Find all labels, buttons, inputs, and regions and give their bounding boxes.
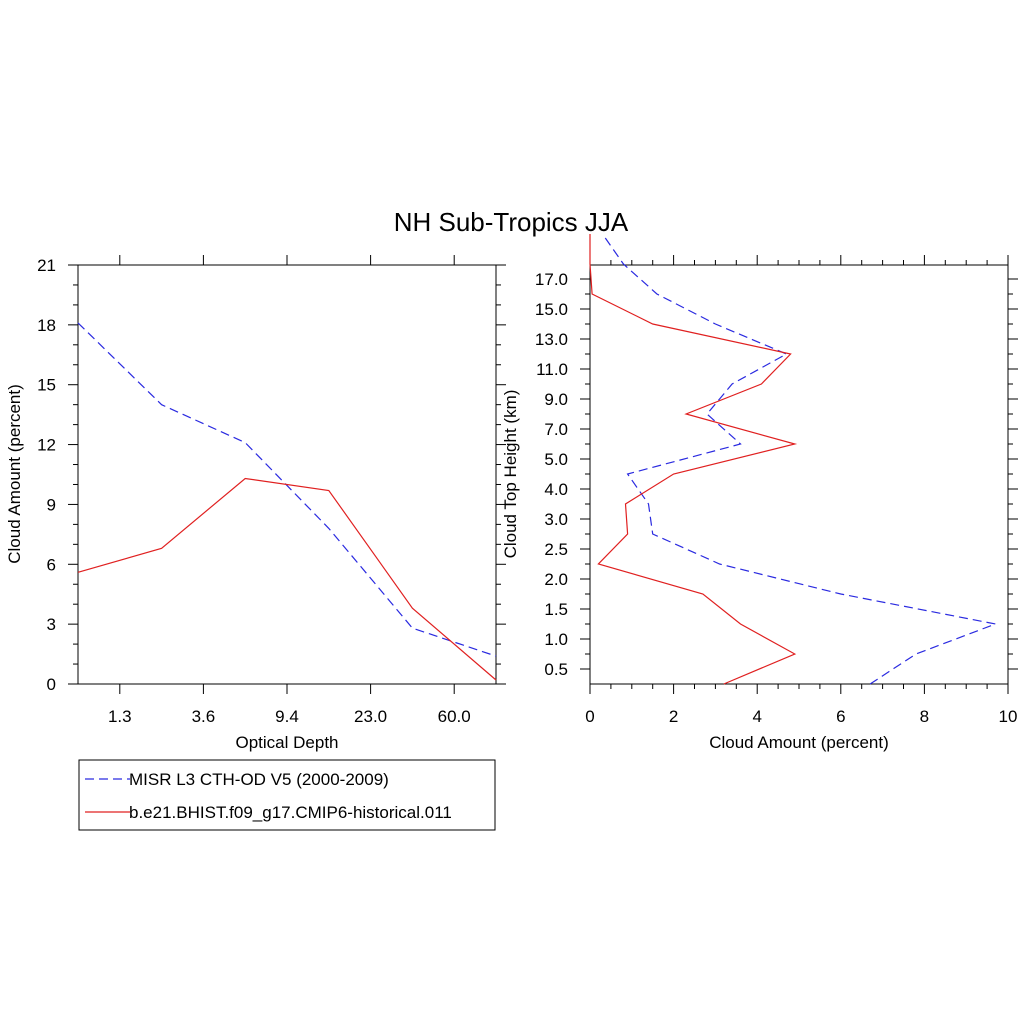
right-ylabel: Cloud Top Height (km) <box>501 390 520 559</box>
right-ytick-label: 2.0 <box>544 570 568 589</box>
chart-title: NH Sub-Tropics JJA <box>394 207 629 237</box>
right-xtick-label: 6 <box>836 707 845 726</box>
right-ytick-label: 17.0 <box>535 270 568 289</box>
right-xtick-label: 2 <box>669 707 678 726</box>
right-ytick-label: 13.0 <box>535 330 568 349</box>
left-ticks: 0 3 6 9 12 15 18 21 1.3 3.6 9.4 23.0 60.0 <box>37 255 506 726</box>
right-ytick-label: 2.5 <box>544 540 568 559</box>
legend-obs-label: MISR L3 CTH-OD V5 (2000-2009) <box>129 770 389 789</box>
right-plot-frame <box>589 264 1009 685</box>
right-xtick-label: 10 <box>999 707 1018 726</box>
left-ytick-label: 6 <box>47 555 56 574</box>
left-ytick-label: 21 <box>37 256 56 275</box>
right-xlabel: Cloud Amount (percent) <box>709 733 889 752</box>
right-ytick-label: 11.0 <box>536 360 568 379</box>
left-xtick-label: 3.6 <box>192 707 216 726</box>
right-xtick-label: 8 <box>920 707 929 726</box>
left-ytick-label: 3 <box>47 615 56 634</box>
left-ytick-label: 9 <box>47 495 56 514</box>
left-xtick-label: 1.3 <box>108 707 132 726</box>
right-series-model-line <box>589 234 798 685</box>
left-ytick-label: 12 <box>37 436 56 455</box>
legend: MISR L3 CTH-OD V5 (2000-2009) b.e21.BHIS… <box>78 759 496 831</box>
left-xtick-label: 9.4 <box>275 707 299 726</box>
left-series <box>77 322 497 681</box>
left-xtick-label: 23.0 <box>354 707 387 726</box>
right-xtick-label: 4 <box>752 707 761 726</box>
left-panel: 0 3 6 9 12 15 18 21 1.3 3.6 9.4 23.0 60.0 Optical De… <box>5 255 506 752</box>
right-ytick-label: 1.5 <box>544 600 568 619</box>
left-ytick-label: 18 <box>37 316 56 335</box>
left-xtick-label: 60.0 <box>438 707 471 726</box>
right-ticks: 0 2 4 6 8 10 0.5 1.0 1.5 2.0 2.5 3.0 4.0 5.0 7.0 9.0 11.… <box>535 255 1018 726</box>
right-series-obs-line <box>602 233 998 685</box>
right-ytick-label: 15.0 <box>535 300 568 319</box>
legend-model-label: b.e21.BHIST.f09_g17.CMIP6-historical.011 <box>129 803 452 822</box>
left-xlabel: Optical Depth <box>236 733 339 752</box>
right-ytick-label: 4.0 <box>544 480 568 499</box>
right-ytick-label: 5.0 <box>544 450 568 469</box>
right-xtick-label: 0 <box>585 707 594 726</box>
left-plot-frame <box>77 264 497 685</box>
legend-box <box>78 759 496 831</box>
left-ylabel: Cloud Amount (percent) <box>5 384 24 564</box>
right-ytick-label: 7.0 <box>544 420 568 439</box>
right-ytick-label: 9.0 <box>544 390 568 409</box>
right-ytick-label: 0.5 <box>544 660 568 679</box>
left-ytick-label: 0 <box>47 675 56 694</box>
right-series <box>589 233 998 685</box>
right-ytick-label: 1.0 <box>544 630 568 649</box>
right-ytick-label: 3.0 <box>544 510 568 529</box>
left-series-obs-line <box>77 322 497 657</box>
right-panel: 0 2 4 6 8 10 0.5 1.0 1.5 2.0 2.5 3.0 4.0 5.0 7.0 9.0 11.… <box>501 233 1018 752</box>
left-series-model-line <box>77 477 497 681</box>
left-ytick-label: 15 <box>37 376 56 395</box>
